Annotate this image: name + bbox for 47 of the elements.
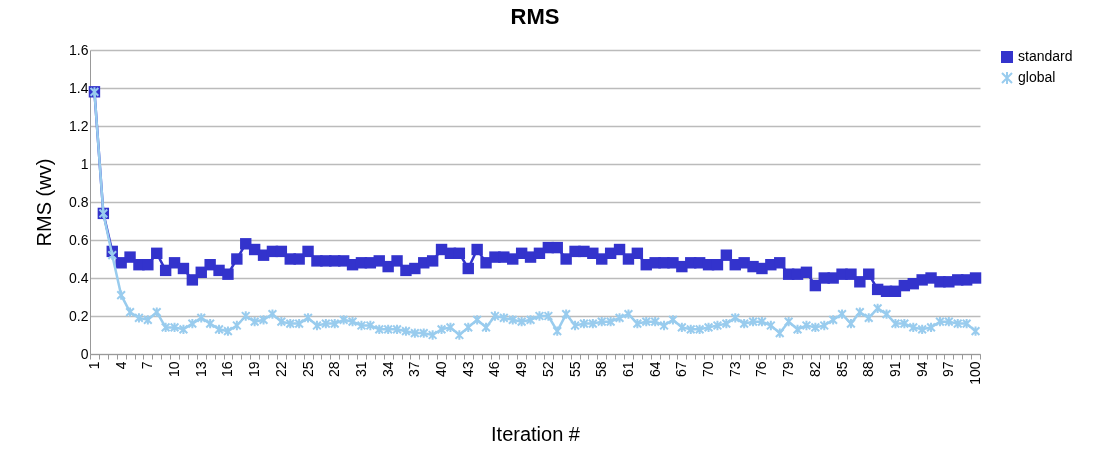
y-tick-label: 0.4 (69, 269, 89, 286)
x-tick-label: 43 (459, 361, 476, 378)
x-tick-label: 13 (192, 361, 209, 378)
x-tick-label: 55 (566, 361, 583, 378)
x-tick-label: 97 (940, 361, 957, 378)
x-tick-label: 28 (326, 361, 343, 378)
legend-label: global (1018, 69, 1056, 85)
y-tick-label: 0 (80, 345, 89, 362)
x-tick-label: 100 (967, 361, 984, 385)
x-tick-label: 31 (352, 361, 369, 378)
x-tick-label: 4 (112, 361, 129, 370)
x-tick-label: 46 (486, 361, 503, 378)
y-tick-label: 1.2 (69, 117, 89, 134)
x-tick-label: 40 (433, 361, 450, 378)
x-tick-label: 73 (726, 361, 743, 378)
x-tick-label: 79 (780, 361, 797, 378)
x-tick-label: 61 (619, 361, 636, 378)
x-tick-label: 52 (539, 361, 556, 378)
x-tick-label: 19 (246, 361, 263, 378)
x-tick-label: 16 (219, 361, 236, 378)
x-tick-label: 76 (753, 361, 770, 378)
x-tick-label: 85 (833, 361, 850, 378)
x-tick-label: 7 (139, 361, 156, 370)
y-tick-label: 0.2 (69, 307, 89, 324)
y-axis-title: RMS (wv) (33, 158, 56, 247)
x-tick-label: 37 (406, 361, 423, 378)
x-tick-label: 10 (166, 361, 183, 378)
y-tick-label: 0.8 (69, 193, 89, 210)
x-tick-label: 49 (513, 361, 530, 378)
x-tick-label: 88 (860, 361, 877, 378)
x-tick-label: 34 (379, 361, 396, 378)
x-tick-label: 58 (593, 361, 610, 378)
chart-title: RMS (510, 4, 560, 29)
legend-label: standard (1018, 48, 1073, 64)
x-tick-label: 25 (299, 361, 316, 378)
x-tick-label: 22 (272, 361, 289, 378)
y-tick-label: 1.4 (69, 79, 89, 96)
x-tick-label: 67 (673, 361, 690, 378)
y-tick-label: 1 (80, 155, 89, 172)
x-tick-label: 64 (646, 361, 663, 378)
x-axis-title: Iteration # (491, 422, 581, 445)
x-tick-label: 91 (886, 361, 903, 378)
x-tick-label: 94 (913, 361, 930, 378)
y-tick-label: 1.6 (69, 41, 89, 58)
x-tick-label: 82 (806, 361, 823, 378)
x-tick-label: 70 (700, 361, 717, 378)
y-tick-label: 0.6 (69, 231, 89, 248)
